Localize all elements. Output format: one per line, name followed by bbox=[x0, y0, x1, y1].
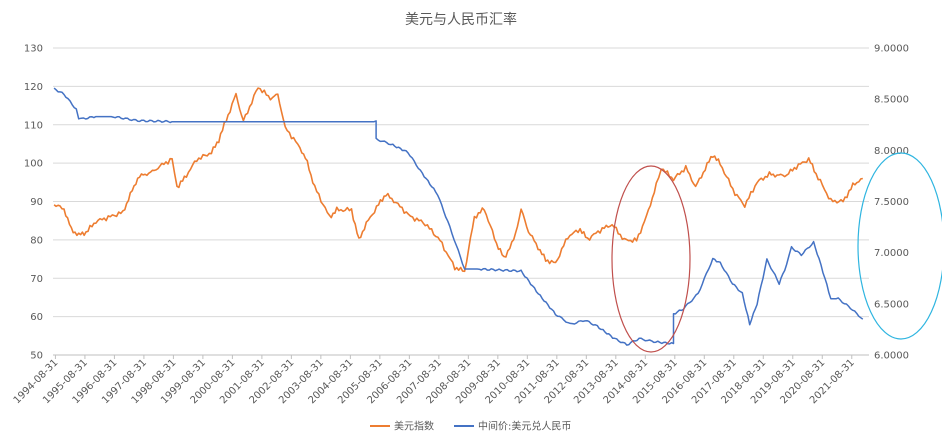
legend-label: 美元指数 bbox=[394, 420, 434, 433]
legend-label: 中间价:美元兑人民币 bbox=[478, 420, 571, 433]
y-right-tick-label: 7.5000 bbox=[874, 197, 909, 208]
y-right-tick-label: 9.0000 bbox=[874, 44, 909, 55]
annotation-ellipse-blue bbox=[857, 152, 942, 340]
right-y-axis: 6.0000 6.5000 7.0000 7.5000 8.0000 8.5000 9.00… bbox=[874, 44, 909, 362]
y-left-tick-label: 110 bbox=[24, 120, 43, 131]
gridlines bbox=[53, 47, 869, 356]
series-line-usdcny bbox=[53, 87, 864, 346]
series-line-usd-index bbox=[53, 87, 863, 273]
y-right-tick-label: 8.0000 bbox=[874, 146, 909, 157]
legend: 美元指数 中间价:美元兑人民币 bbox=[370, 420, 571, 433]
left-y-axis: 50 60 70 80 90 100 110 120 130 bbox=[24, 44, 43, 362]
y-left-tick-label: 130 bbox=[24, 44, 43, 55]
y-left-tick-label: 60 bbox=[30, 312, 43, 323]
y-right-tick-label: 6.5000 bbox=[874, 299, 909, 310]
series-group bbox=[53, 87, 864, 346]
y-left-tick-label: 120 bbox=[24, 82, 43, 93]
y-left-tick-label: 80 bbox=[30, 235, 43, 246]
y-right-tick-label: 8.5000 bbox=[874, 95, 909, 106]
annotations bbox=[611, 152, 942, 353]
annotation-ellipse-red bbox=[611, 165, 691, 353]
y-left-tick-label: 50 bbox=[30, 351, 43, 362]
y-left-tick-label: 90 bbox=[30, 197, 43, 208]
chart-title: 美元与人民币汇率 bbox=[405, 11, 517, 28]
x-axis: 1994-08-311995-08-311996-08-311997-08-31… bbox=[12, 354, 869, 406]
y-left-tick-label: 70 bbox=[30, 274, 43, 285]
y-left-tick-label: 100 bbox=[24, 159, 43, 170]
y-right-tick-label: 7.0000 bbox=[874, 248, 909, 259]
y-right-tick-label: 6.0000 bbox=[874, 351, 909, 362]
